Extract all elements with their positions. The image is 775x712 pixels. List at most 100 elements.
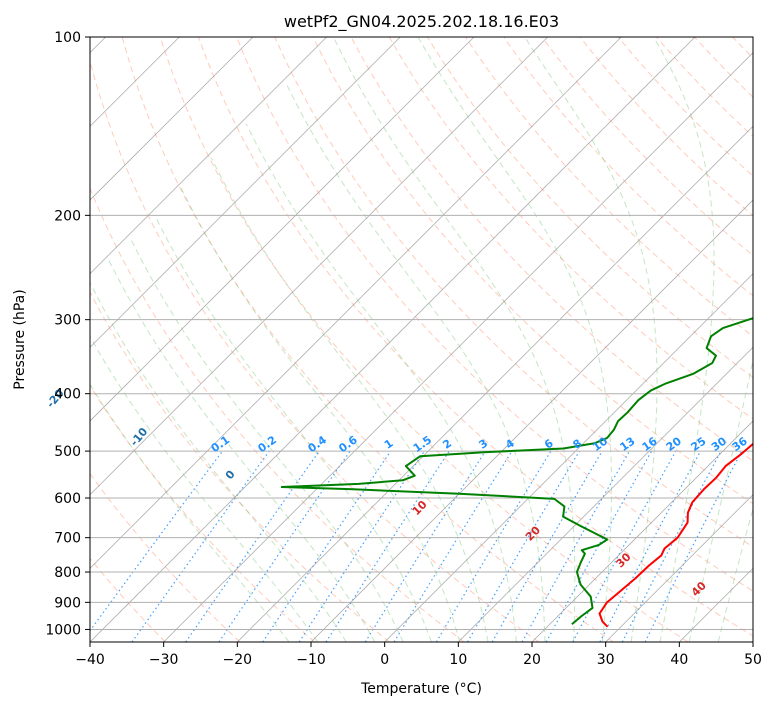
- x-tick-label: 40: [670, 652, 688, 668]
- moist-adiabat-line: [180, 188, 461, 642]
- moist-adiabat-line: [130, 239, 404, 642]
- y-tick-label: 800: [54, 565, 81, 581]
- profile-series: [280, 317, 753, 628]
- mixing-ratio-label: 1: [382, 437, 396, 452]
- moist-adiabat-line: [245, 123, 517, 642]
- dry-adiabat-line: [159, 37, 689, 642]
- y-tick-label: 900: [54, 595, 81, 611]
- y-tick-label: 200: [54, 208, 81, 224]
- dry-adiabat-line: [350, 37, 753, 462]
- moist-adiabat-line: [688, 358, 753, 642]
- dry-adiabat-line: [121, 37, 614, 642]
- x-tick-label: −30: [149, 652, 179, 668]
- mixing-ratio-line: [572, 450, 677, 642]
- y-tick-label: 700: [54, 531, 81, 547]
- mixing-ratio-line: [131, 450, 270, 642]
- isotherm-line: [90, 37, 622, 569]
- mixing-ratio-line: [218, 450, 351, 642]
- x-tick-label: 30: [597, 652, 615, 668]
- x-tick-label: 20: [523, 652, 541, 668]
- x-axis-label: Temperature (°C): [360, 681, 482, 697]
- line-labels: 0.10.20.40.611.52346810131620253036-100-…: [44, 387, 750, 600]
- dry-adiabat-line: [732, 37, 753, 59]
- moist-adiabat-line: [417, 37, 613, 642]
- dry-adiabat-line: [655, 37, 753, 138]
- dry-adiabat-line: [541, 37, 753, 257]
- mixing-ratio-line: [644, 450, 743, 642]
- moist-adiabat-label: 40: [689, 579, 709, 599]
- mixing-ratio-line: [325, 450, 450, 642]
- isotherm-line: [679, 567, 753, 642]
- moist-adiabat-line: [653, 37, 715, 642]
- dry-adiabat-line: [90, 291, 390, 642]
- moist-adiabat-line: [154, 215, 432, 642]
- mixing-ratio-line: [393, 450, 513, 642]
- dry-adiabat-line: [694, 37, 753, 98]
- dry-adiabat-line: [771, 37, 775, 642]
- dry-adiabat-line: [90, 186, 465, 642]
- x-tick-label: 50: [744, 652, 762, 668]
- dry-adiabat-label: 0: [223, 468, 238, 482]
- mixing-ratio-label: 0.6: [336, 433, 360, 455]
- isotherm-line: [90, 37, 548, 496]
- isotherm-line: [605, 494, 753, 642]
- isotherm-line: [90, 37, 401, 348]
- isotherm-line: [237, 125, 753, 642]
- mixing-ratio-line: [621, 450, 722, 642]
- moist-adiabat-line: [90, 281, 347, 642]
- y-tick-label: 100: [54, 30, 81, 46]
- mixing-ratio-label: 1.5: [411, 433, 434, 455]
- isotherm-line: [90, 37, 327, 275]
- dry-adiabat-line: [198, 37, 753, 637]
- x-tick-label: 0: [380, 652, 389, 668]
- mixing-ratio-line: [491, 450, 603, 642]
- isotherm-line: [163, 52, 753, 642]
- mixing-ratio-line: [185, 450, 320, 642]
- x-tick-label: 10: [449, 652, 467, 668]
- mixing-ratio-label: 0.4: [306, 433, 330, 455]
- isotherm-line: [90, 37, 254, 201]
- mixing-ratio-label: 0.1: [209, 433, 232, 455]
- moist-adiabat-line: [717, 506, 753, 642]
- dry-adiabat-line: [312, 37, 753, 505]
- mixing-ratio-label: 3: [477, 437, 491, 452]
- x-tick-label: −40: [75, 652, 105, 668]
- dry-adiabat-line: [388, 37, 753, 420]
- y-tick-label: 600: [54, 491, 81, 507]
- dry-adiabat-line: [90, 59, 540, 642]
- moist-adiabat-line: [90, 335, 319, 642]
- moist-adiabat-line: [332, 37, 576, 642]
- isotherm-line: [458, 346, 753, 642]
- mixing-ratio-label: 2: [440, 437, 454, 452]
- x-tick-label: −20: [223, 652, 253, 668]
- plot-frame: [89, 36, 754, 643]
- dry-adiabat-line: [426, 37, 753, 378]
- dry-adiabat-line: [90, 472, 241, 642]
- moist-adiabat-line: [106, 256, 376, 642]
- moist-adiabat-line: [90, 383, 290, 642]
- y-tick-label: 400: [54, 387, 81, 403]
- dry-adiabat-line: [236, 37, 753, 592]
- moist-adiabat-label: 30: [614, 550, 634, 570]
- isotherm-line: [384, 273, 753, 642]
- isotherm-line: [310, 199, 753, 642]
- dry-adiabat-line: [503, 37, 753, 297]
- moist-adiabat-label: 10: [410, 498, 430, 518]
- dry-adiabat-line: [465, 37, 753, 337]
- y-axis-label: Pressure (hPa): [12, 289, 28, 389]
- y-tick-label: 1000: [45, 622, 81, 638]
- dry-adiabat-line: [617, 37, 753, 177]
- mixing-ratio-line: [90, 450, 223, 632]
- mixing-ratio-line: [435, 450, 552, 642]
- x-tick-label: −10: [296, 652, 326, 668]
- moist-adiabat-line: [285, 83, 546, 642]
- temperature-line: [598, 442, 753, 628]
- mixing-ratio-line: [466, 450, 580, 642]
- mixing-ratio-line: [298, 450, 425, 642]
- isotherm-line: [90, 37, 696, 642]
- isotherm-line: [752, 641, 753, 642]
- moist-adiabat-line: [210, 157, 489, 642]
- dewpoint-line: [280, 317, 753, 626]
